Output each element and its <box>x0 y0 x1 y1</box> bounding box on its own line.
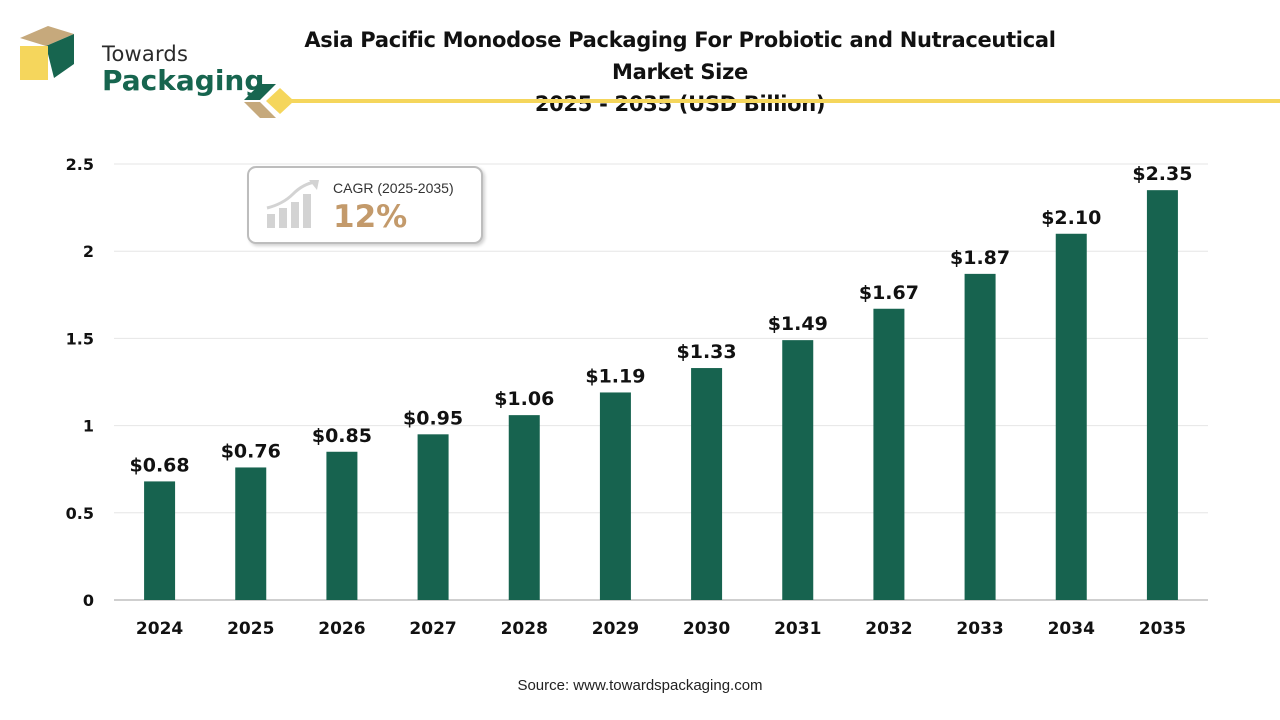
x-tick-2034: 2034 <box>1048 619 1095 639</box>
x-tick-2027: 2027 <box>409 619 456 639</box>
bar-2034 <box>1055 233 1087 600</box>
x-tick-2035: 2035 <box>1139 619 1186 639</box>
bar-2035 <box>1146 190 1178 600</box>
y-tick-label: 2.5 <box>66 155 94 174</box>
bar-2029 <box>599 392 631 600</box>
source-note: Source: www.towardspackaging.com <box>517 677 763 694</box>
bar-2033 <box>964 273 996 600</box>
data-label-2026: $0.85 <box>312 425 372 447</box>
y-tick-label: 2 <box>83 242 94 261</box>
data-label-2029: $1.19 <box>585 365 645 387</box>
chart-data-labels: $0.68 $0.76 $0.85 $0.95 $1.06 $1.19 $1.33 $1.49… <box>130 163 1193 476</box>
bar-2027 <box>417 434 449 600</box>
logo-box-icon <box>20 26 74 80</box>
y-tick-label: 1 <box>83 417 94 436</box>
divider-diamond <box>266 88 294 114</box>
data-label-2024: $0.68 <box>130 454 190 476</box>
growth-chart-icon <box>266 180 319 228</box>
divider-tan-chevron <box>244 102 276 118</box>
x-axis-ticks: 2024 2025 2026 2027 2028 2029 2030 2031 2032 2033… <box>136 619 1186 639</box>
data-label-2032: $1.67 <box>859 282 919 304</box>
data-label-2035: $2.35 <box>1132 163 1192 185</box>
cagr-label: CAGR (2025-2035) <box>333 180 454 196</box>
x-tick-2033: 2033 <box>956 619 1003 639</box>
x-tick-2032: 2032 <box>865 619 912 639</box>
bar-2024 <box>144 481 176 600</box>
data-label-2034: $2.10 <box>1041 207 1101 229</box>
y-tick-label: 1.5 <box>66 329 94 348</box>
x-tick-2031: 2031 <box>774 619 821 639</box>
chart-title-line2: 2025 - 2035 (USD Billion) <box>534 92 826 116</box>
data-label-2025: $0.76 <box>221 440 281 462</box>
title-divider <box>244 84 1280 118</box>
chart-title-line1: Asia Pacific Monodose Packaging For Prob… <box>304 28 1056 84</box>
bar-2028 <box>508 415 540 600</box>
chart-bars <box>144 190 1178 600</box>
data-label-2031: $1.49 <box>768 313 828 335</box>
x-tick-2030: 2030 <box>683 619 730 639</box>
chart-title: Asia Pacific Monodose Packaging For Prob… <box>300 24 1060 120</box>
data-label-2030: $1.33 <box>677 341 737 363</box>
x-tick-2024: 2024 <box>136 619 183 639</box>
divider-green-chevron <box>244 84 276 100</box>
x-tick-2029: 2029 <box>592 619 639 639</box>
data-label-2033: $1.87 <box>950 247 1010 269</box>
brand-logo: Towards Packaging <box>18 24 264 95</box>
logo-text-packaging: Packaging <box>102 64 265 97</box>
bar-2032 <box>873 308 905 600</box>
bar-2030 <box>691 368 723 600</box>
data-label-2028: $1.06 <box>494 388 554 410</box>
chart-grid <box>114 163 1208 601</box>
cagr-callout: CAGR (2025-2035) 12% <box>247 166 483 244</box>
bar-2025 <box>235 467 267 600</box>
bar-2026 <box>326 451 358 600</box>
x-tick-2028: 2028 <box>501 619 548 639</box>
y-tick-label: 0 <box>83 591 94 610</box>
bar-2031 <box>782 340 814 600</box>
x-tick-2026: 2026 <box>318 619 365 639</box>
cagr-value: 12% <box>333 199 408 235</box>
y-axis-ticks: 0 0.5 1 1.5 2 2.5 <box>66 155 94 610</box>
data-label-2027: $0.95 <box>403 407 463 429</box>
divider-line <box>292 99 1280 103</box>
x-tick-2025: 2025 <box>227 619 274 639</box>
y-tick-label: 0.5 <box>66 504 94 523</box>
logo-text-towards: Towards <box>102 42 189 66</box>
